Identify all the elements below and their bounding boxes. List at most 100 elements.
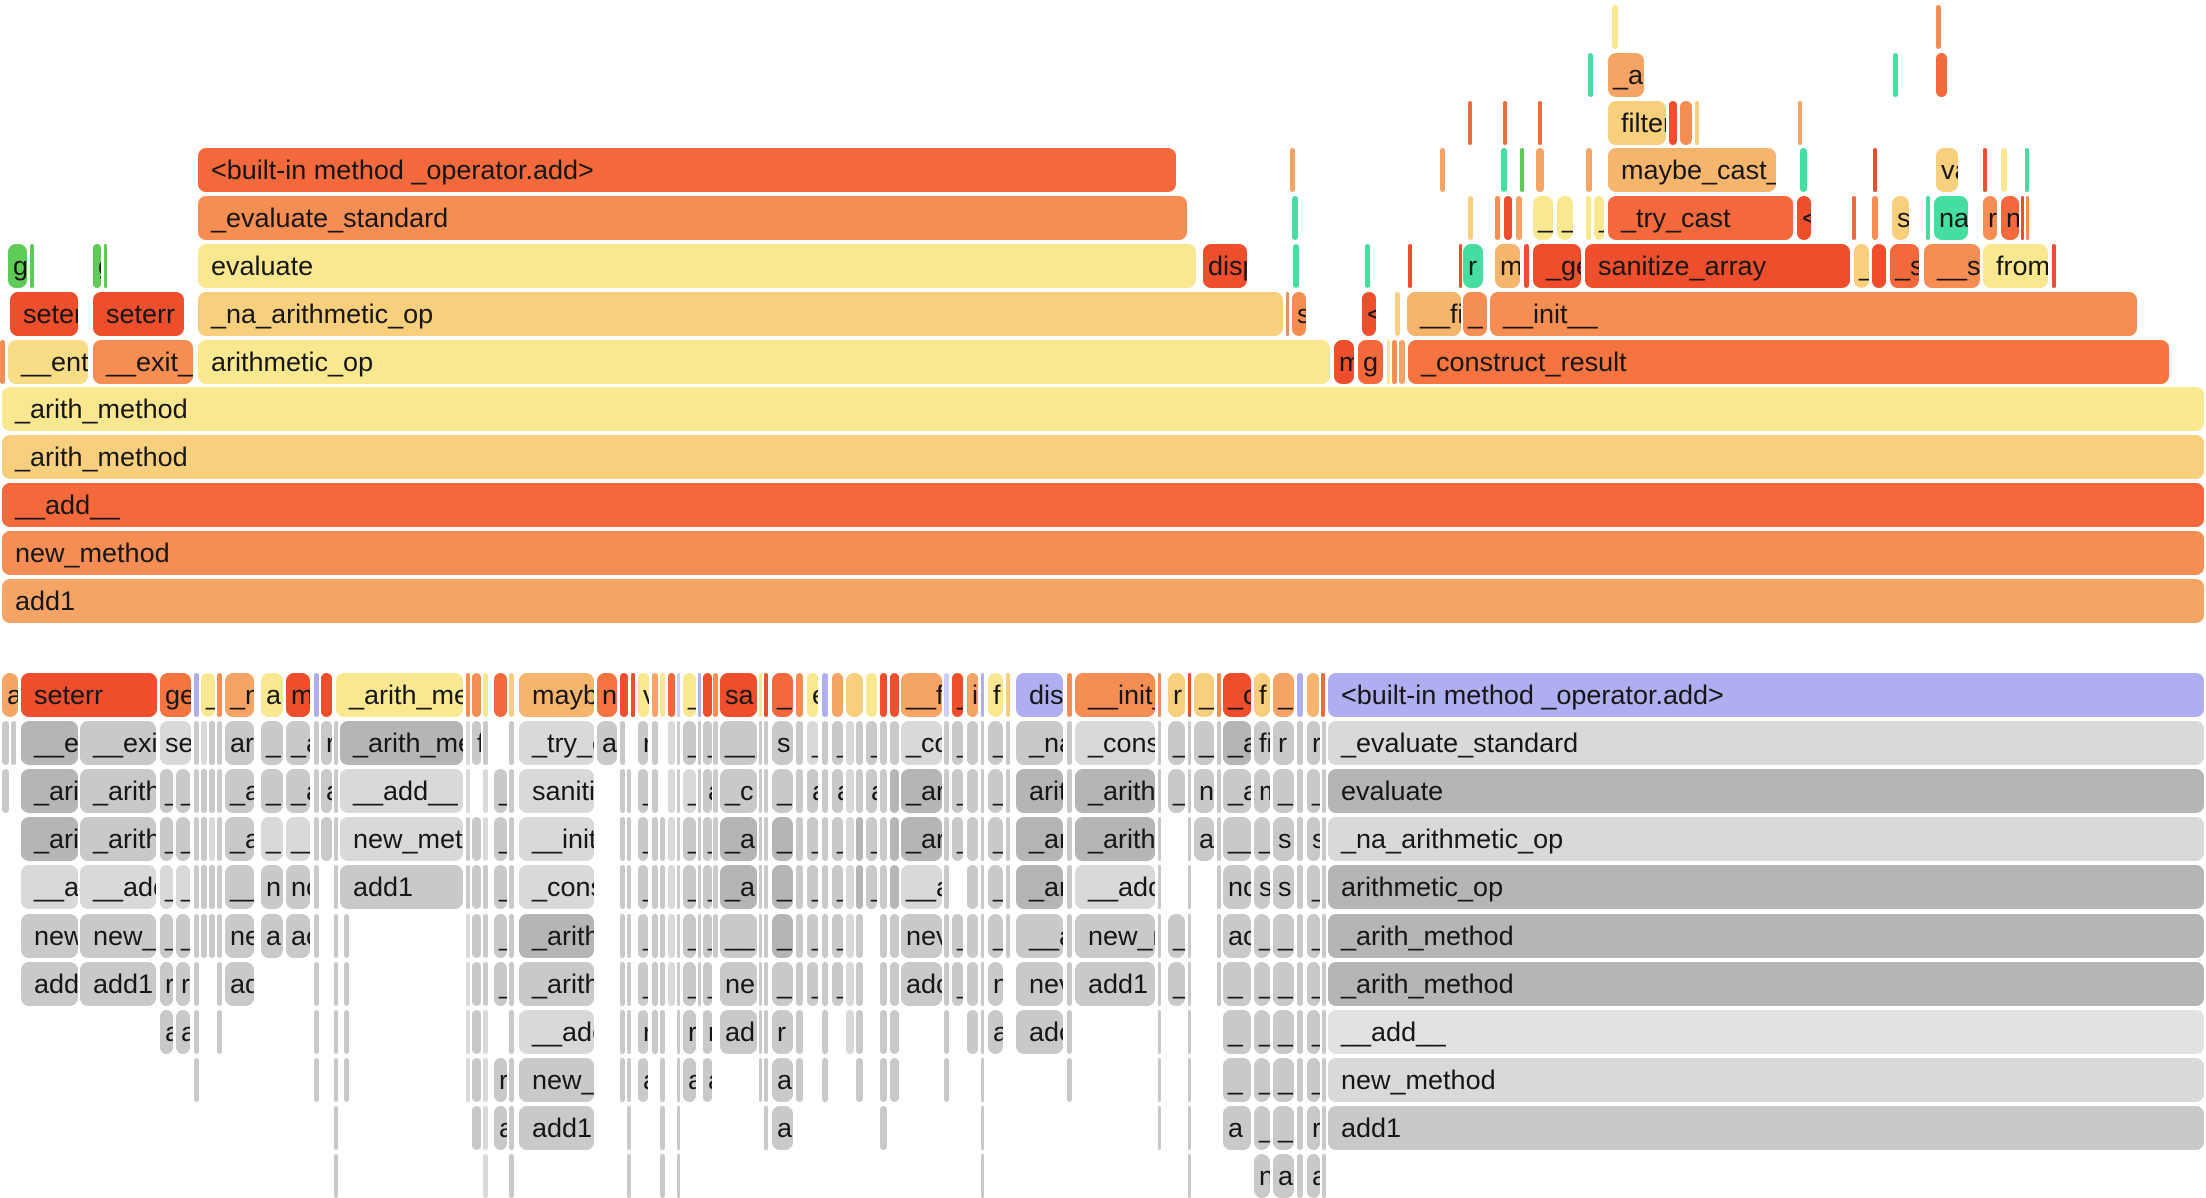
stack-frame[interactable]: _ xyxy=(683,865,696,910)
stack-frame[interactable]: __ xyxy=(1223,817,1251,862)
stack-frame[interactable] xyxy=(314,721,319,766)
stack-frame[interactable]: n xyxy=(988,961,1003,1006)
stack-frame[interactable]: _ xyxy=(772,961,793,1006)
stack-frame[interactable]: _ xyxy=(866,721,877,766)
stack-frame[interactable]: a xyxy=(1273,1154,1294,1198)
stack-frame[interactable]: __init xyxy=(519,817,594,862)
stack-frame[interactable] xyxy=(483,769,488,814)
stack-frame[interactable]: _arith_method xyxy=(1328,961,2204,1006)
stack-frame[interactable]: __exit_ xyxy=(80,721,156,766)
stack-frame[interactable]: add1 xyxy=(340,865,463,910)
stack-frame[interactable]: ad xyxy=(225,961,254,1006)
flame-frame[interactable] xyxy=(1293,244,1299,288)
stack-frame[interactable]: _arith_ xyxy=(1075,769,1155,814)
stack-frame[interactable] xyxy=(627,817,631,862)
stack-frame[interactable] xyxy=(201,865,207,910)
stack-frame[interactable] xyxy=(334,1154,338,1198)
flame-frame[interactable]: _arith_me xyxy=(336,673,463,717)
flame-frame[interactable] xyxy=(631,673,635,717)
stack-frame[interactable] xyxy=(764,1009,768,1054)
stack-frame[interactable] xyxy=(472,817,481,862)
stack-frame[interactable] xyxy=(509,1105,514,1150)
stack-frame[interactable]: _ xyxy=(1168,769,1185,814)
flame-frame[interactable]: _ge xyxy=(1533,244,1581,288)
flame-frame[interactable] xyxy=(652,673,658,717)
stack-frame[interactable] xyxy=(1158,961,1161,1006)
stack-frame[interactable]: _ xyxy=(683,721,696,766)
stack-frame[interactable]: new_n xyxy=(80,913,156,958)
stack-frame[interactable]: _ar xyxy=(901,769,942,814)
stack-frame[interactable] xyxy=(944,1057,949,1102)
stack-frame[interactable] xyxy=(1297,865,1303,910)
stack-frame[interactable] xyxy=(796,865,803,910)
stack-frame[interactable] xyxy=(1322,913,1326,958)
stack-frame[interactable] xyxy=(334,1057,338,1102)
stack-frame[interactable] xyxy=(1297,769,1303,814)
stack-frame[interactable]: _ xyxy=(1307,769,1320,814)
stack-frame[interactable] xyxy=(1322,721,1326,766)
flame-frame[interactable]: filter xyxy=(1608,100,1666,145)
stack-frame[interactable] xyxy=(660,961,665,1006)
stack-frame[interactable] xyxy=(472,1057,481,1102)
stack-frame[interactable]: _ xyxy=(683,961,696,1006)
stack-frame[interactable] xyxy=(880,769,887,814)
stack-frame[interactable] xyxy=(981,769,984,814)
flame-frame[interactable]: maybe xyxy=(519,673,594,717)
stack-frame[interactable] xyxy=(466,1057,470,1102)
flame-frame[interactable]: from_ xyxy=(1983,244,2048,288)
stack-frame[interactable]: _c xyxy=(720,769,757,814)
flame-frame[interactable]: _ xyxy=(1533,196,1553,241)
stack-frame[interactable]: _ xyxy=(952,961,963,1006)
stack-frame[interactable]: _ xyxy=(772,913,793,958)
stack-frame[interactable] xyxy=(466,865,470,910)
flame-frame[interactable]: f xyxy=(1254,673,1270,717)
stack-frame[interactable] xyxy=(856,721,863,766)
stack-frame[interactable] xyxy=(509,865,514,910)
flame-frame[interactable]: _ xyxy=(1273,673,1294,717)
stack-frame[interactable]: adc xyxy=(901,961,942,1006)
stack-frame[interactable] xyxy=(627,1105,631,1150)
stack-frame[interactable] xyxy=(620,769,625,814)
stack-frame[interactable]: _ xyxy=(1307,961,1320,1006)
stack-frame[interactable] xyxy=(764,961,768,1006)
stack-frame[interactable] xyxy=(764,865,768,910)
stack-frame[interactable] xyxy=(822,1009,828,1054)
flame-frame[interactable] xyxy=(880,673,887,717)
flame-frame[interactable] xyxy=(890,673,899,717)
stack-frame[interactable]: m xyxy=(1254,769,1270,814)
stack-frame[interactable]: r xyxy=(1273,721,1294,766)
stack-frame[interactable]: _ xyxy=(703,817,712,862)
stack-frame[interactable]: ac xyxy=(1223,913,1251,958)
stack-frame[interactable]: r xyxy=(1307,1105,1320,1150)
flame-frame[interactable] xyxy=(1936,52,1947,97)
stack-frame[interactable] xyxy=(698,769,701,814)
stack-frame[interactable] xyxy=(1322,1154,1326,1198)
stack-frame[interactable] xyxy=(466,1009,470,1054)
stack-frame[interactable] xyxy=(217,817,222,862)
flame-frame[interactable]: r xyxy=(1983,196,1997,241)
flame-frame[interactable] xyxy=(1586,196,1591,241)
stack-frame[interactable]: new_ xyxy=(21,913,78,958)
stack-frame[interactable] xyxy=(1297,1154,1303,1198)
stack-frame[interactable] xyxy=(627,1154,631,1198)
stack-frame[interactable] xyxy=(1188,961,1191,1006)
stack-frame[interactable] xyxy=(698,817,701,862)
stack-frame[interactable] xyxy=(822,721,828,766)
flame-frame[interactable] xyxy=(1297,673,1303,717)
flame-frame[interactable]: f xyxy=(988,673,1003,717)
stack-frame[interactable]: a xyxy=(988,1009,1003,1054)
stack-frame[interactable] xyxy=(1067,721,1072,766)
stack-frame[interactable]: _ xyxy=(638,913,648,958)
stack-frame[interactable] xyxy=(314,961,319,1006)
flame-frame[interactable]: __init_ xyxy=(1075,673,1155,717)
flame-frame[interactable] xyxy=(1536,148,1544,193)
stack-frame[interactable] xyxy=(880,1105,887,1150)
flame-frame[interactable]: disp xyxy=(1203,244,1247,288)
stack-frame[interactable]: a xyxy=(201,913,207,958)
stack-frame[interactable] xyxy=(472,913,481,958)
flame-frame[interactable] xyxy=(1936,5,1941,49)
stack-frame[interactable] xyxy=(466,769,470,814)
stack-frame[interactable] xyxy=(217,769,222,814)
stack-frame[interactable] xyxy=(677,865,680,910)
stack-frame[interactable] xyxy=(1217,865,1221,910)
